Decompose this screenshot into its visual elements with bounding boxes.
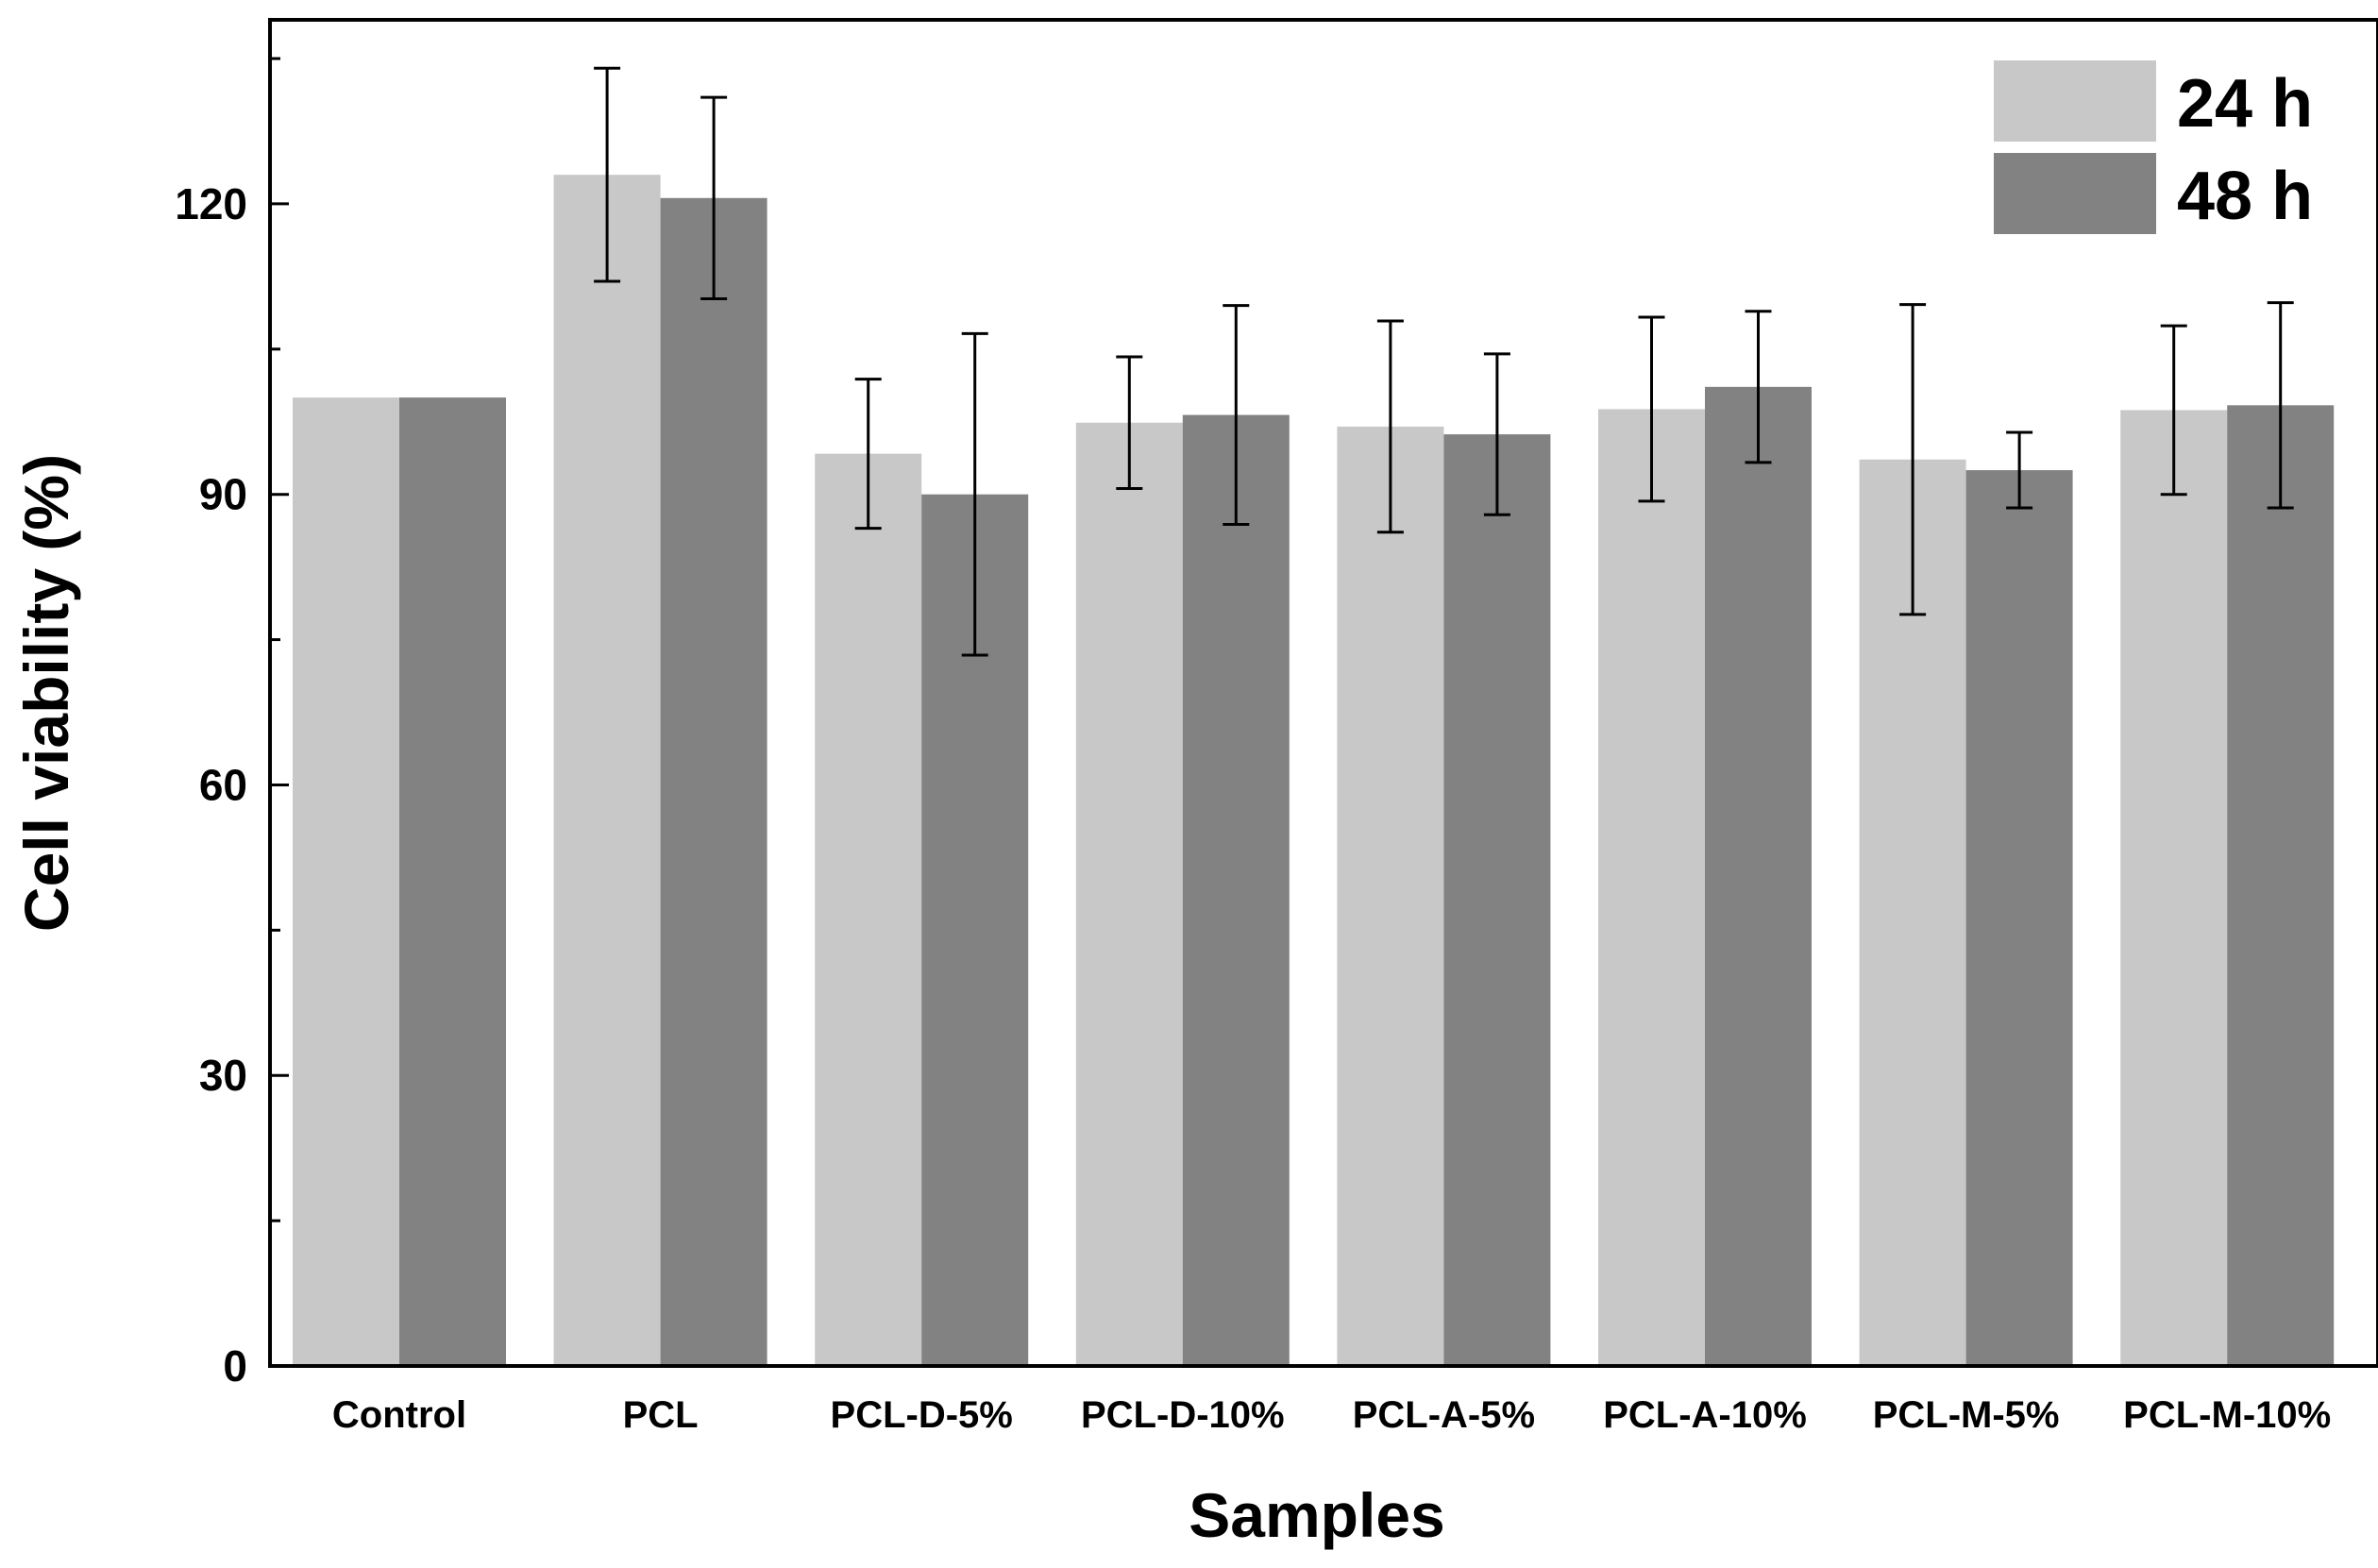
- y-tick-label-90: 90: [199, 470, 247, 519]
- bar-24h-pcl-a-10-: [1598, 409, 1705, 1366]
- legend-swatch-48h: [1994, 153, 2156, 234]
- x-axis-title: Samples: [1189, 1480, 1444, 1550]
- bar-48h-pcl-m-10-: [2227, 405, 2335, 1366]
- bar-48h-control: [399, 397, 506, 1366]
- bar-24h-control: [293, 397, 399, 1366]
- error-bar-24h-pcl-d-10-: [1116, 355, 1143, 491]
- x-tick-label-pcl-a-10-: PCL-A-10%: [1603, 1394, 1807, 1436]
- x-tick-label-pcl-m-10-: PCL-M-10%: [2123, 1394, 2331, 1436]
- error-bar-layer: [594, 66, 2294, 657]
- error-bar-48h-pcl-m-5-: [2006, 430, 2033, 510]
- y-tick-label-60: 60: [199, 760, 247, 809]
- plot-frame: [268, 18, 2378, 1368]
- bar-24h-pcl-a-5-: [1337, 426, 1444, 1366]
- error-bar-24h-pcl-d-5-: [854, 378, 882, 531]
- error-bar-48h-pcl-m-10-: [2267, 301, 2294, 510]
- error-bar-24h-pcl-m-5-: [1899, 303, 1927, 616]
- y-axis-tick-labels: 0 30 60 90 120: [175, 179, 247, 1391]
- error-bar-24h-pcl: [594, 66, 621, 283]
- bar-48h-pcl: [660, 197, 767, 1366]
- bar-24h-pcl: [553, 175, 661, 1366]
- bar-24h-pcl-d-5-: [815, 453, 922, 1366]
- error-bar-48h-pcl: [700, 95, 728, 300]
- bar-48h-pcl-a-5-: [1443, 434, 1551, 1366]
- error-bar-48h-pcl-a-10-: [1745, 310, 1772, 464]
- legend-swatch-24h: [1994, 60, 2156, 142]
- x-tick-label-pcl-a-5-: PCL-A-5%: [1353, 1394, 1535, 1436]
- x-tick-label-pcl: PCL: [623, 1394, 699, 1436]
- y-tick-label-30: 30: [199, 1051, 247, 1100]
- x-tick-label-pcl-d-5-: PCL-D-5%: [831, 1394, 1013, 1436]
- bar-layer: [293, 175, 2335, 1367]
- error-bar-24h-pcl-a-10-: [1638, 315, 1665, 503]
- error-bar-48h-pcl-d-10-: [1223, 304, 1250, 526]
- y-axis-ticks: [270, 57, 289, 1368]
- legend-label-24h: 24 h: [2177, 66, 2313, 142]
- bar-24h-pcl-d-10-: [1075, 422, 1183, 1366]
- legend-label-48h: 48 h: [2177, 159, 2313, 234]
- x-axis-category-labels: Control PCL PCL-D-5% PCL-D-10% PCL-A-5% PCL-A…: [332, 1394, 2331, 1436]
- bar-48h-pcl-m-5-: [1965, 470, 2073, 1366]
- error-bar-48h-pcl-a-5-: [1483, 352, 1510, 516]
- bar-48h-pcl-a-10-: [1705, 386, 1812, 1367]
- x-tick-label-pcl-m-5-: PCL-M-5%: [1873, 1394, 2060, 1436]
- bar-48h-pcl-d-10-: [1182, 414, 1290, 1366]
- error-bar-24h-pcl-m-10-: [2160, 324, 2187, 497]
- y-tick-label-0: 0: [223, 1341, 247, 1391]
- bar-24h-pcl-m-10-: [2120, 410, 2228, 1367]
- error-bar-24h-pcl-a-5-: [1376, 319, 1404, 534]
- legend: 24 h 48 h: [1994, 60, 2313, 234]
- x-tick-label-control: Control: [332, 1394, 466, 1436]
- x-tick-label-pcl-d-10-: PCL-D-10%: [1081, 1394, 1285, 1436]
- error-bar-48h-pcl-d-5-: [961, 331, 988, 657]
- y-tick-label-120: 120: [175, 179, 247, 228]
- y-axis-title: Cell viability (%): [11, 454, 81, 932]
